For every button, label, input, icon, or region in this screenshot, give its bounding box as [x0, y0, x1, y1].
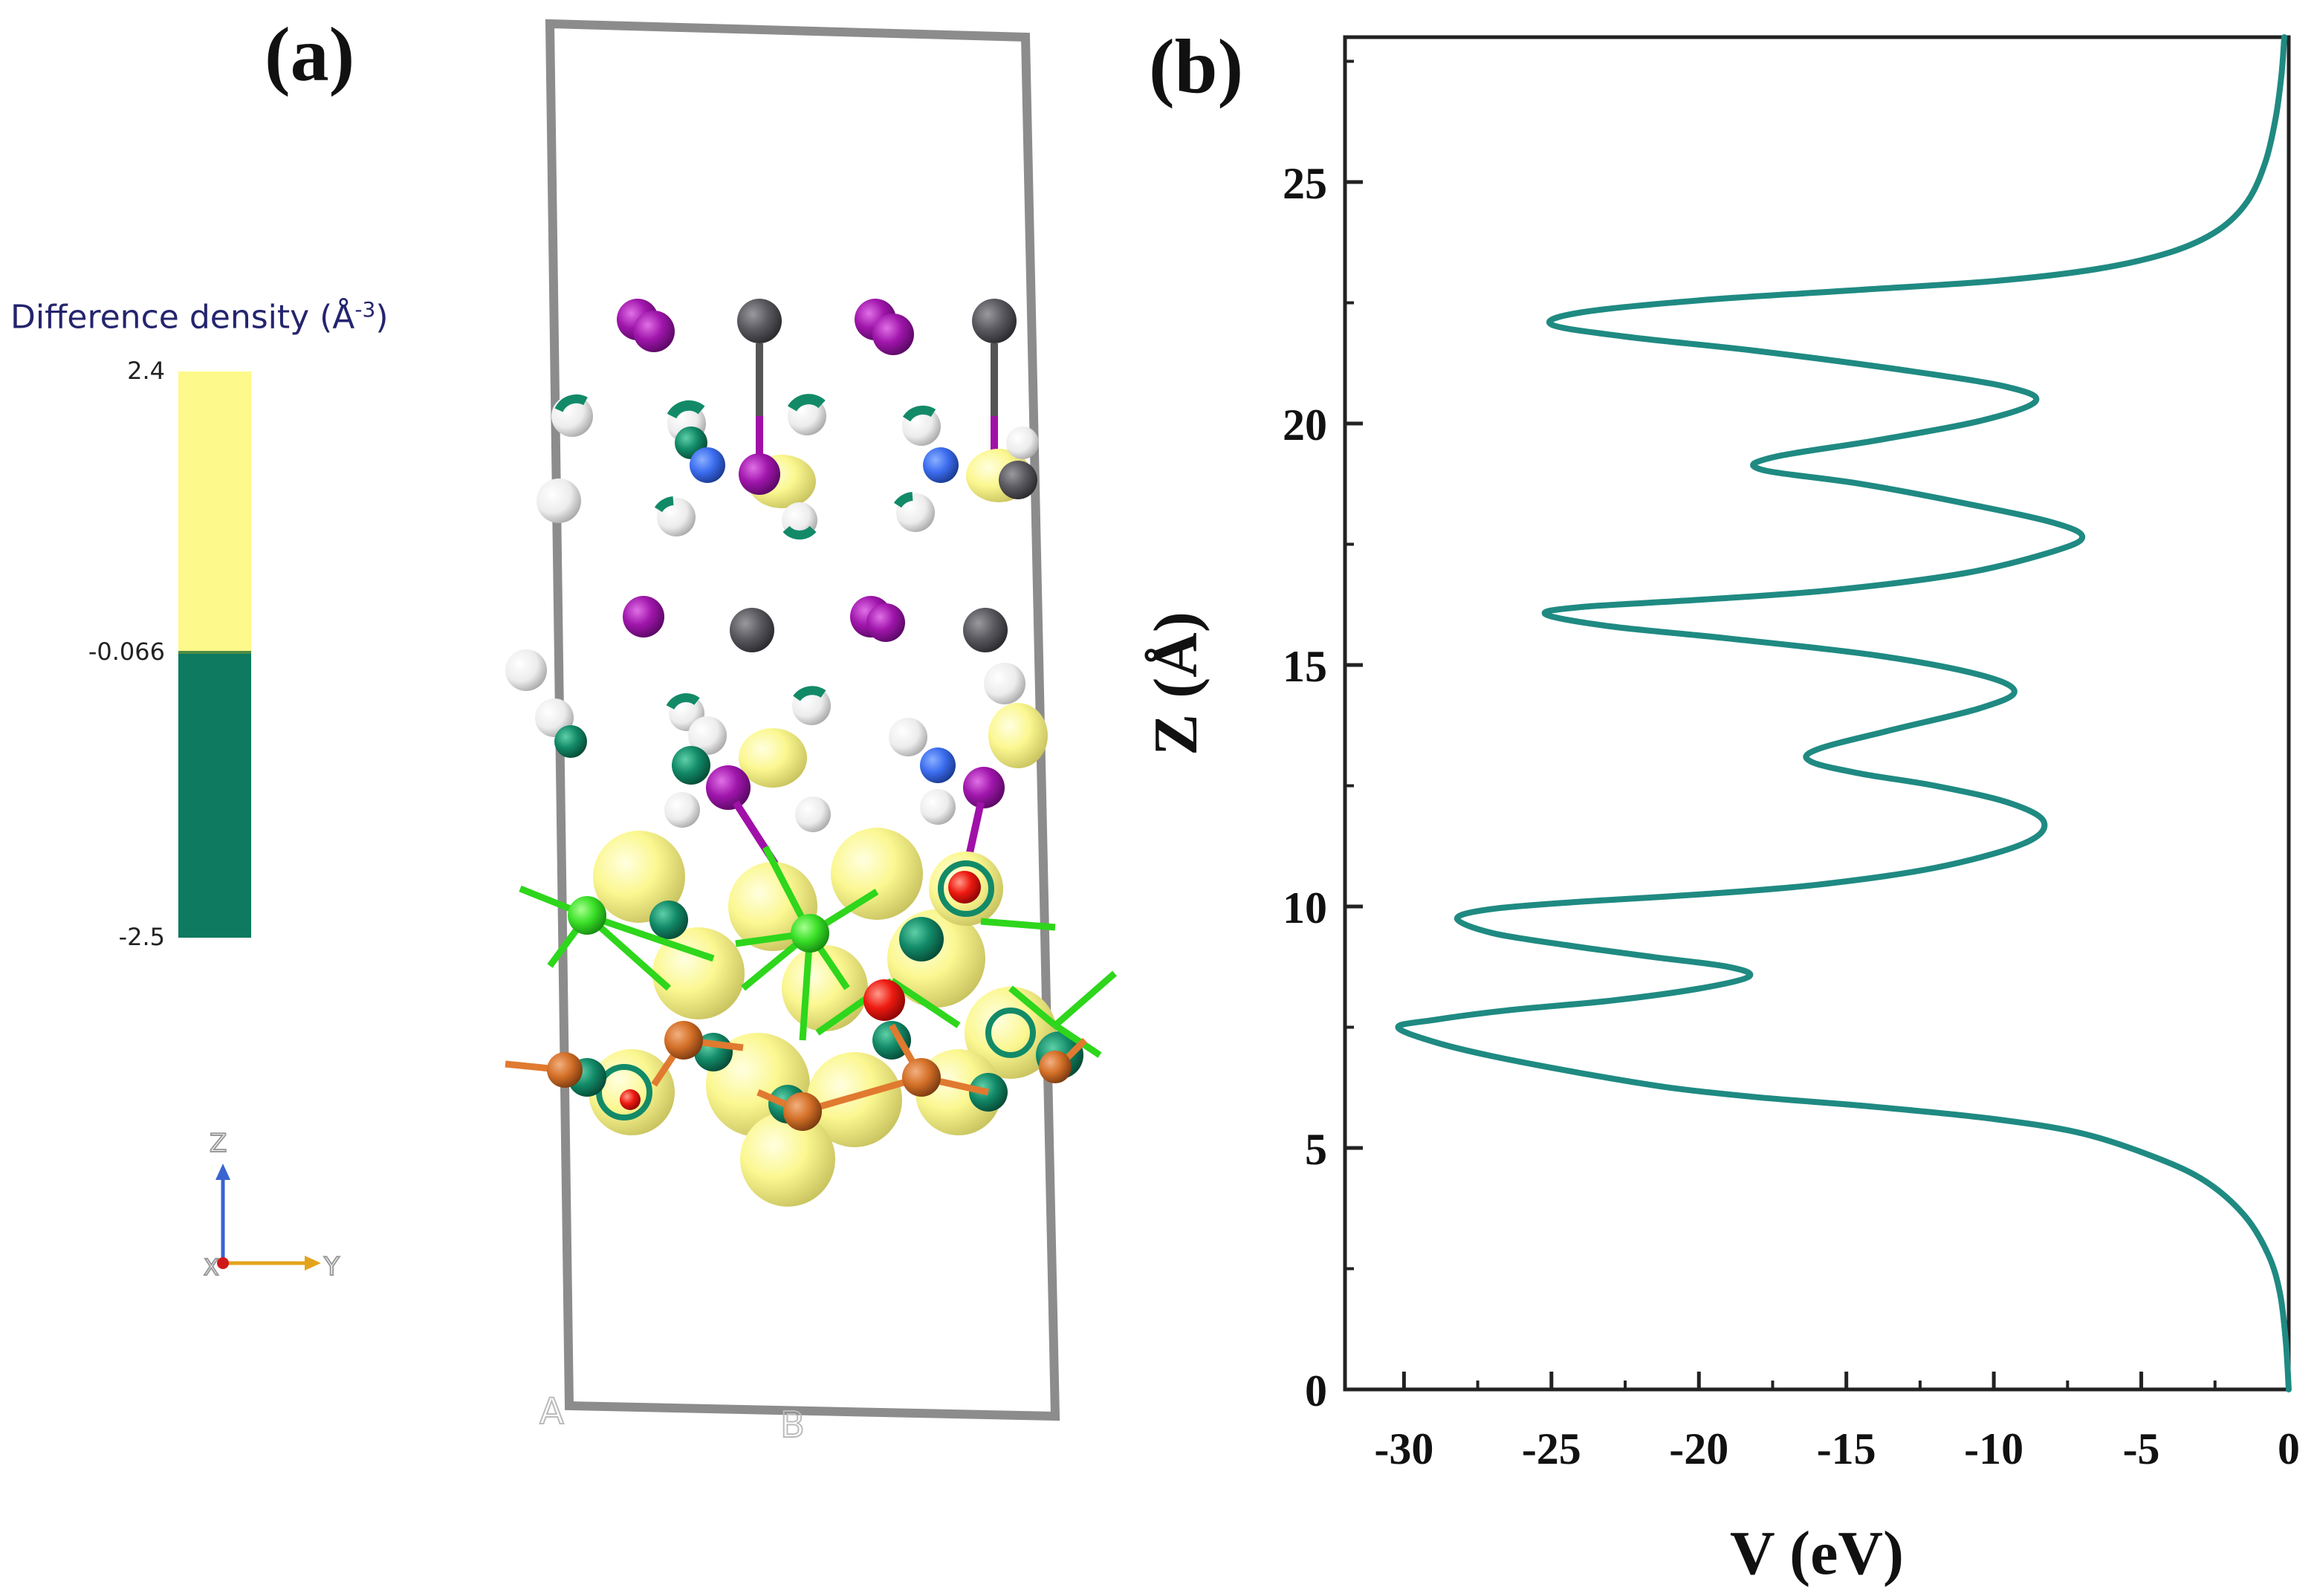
colorbar-tick-mid: -0.066	[88, 638, 165, 666]
colorbar-tick-max: 2.4	[127, 357, 165, 385]
x-tick-label: -25	[1522, 1424, 1581, 1473]
x-tick-label: 0	[2278, 1424, 2300, 1473]
x-tick-label: -30	[1374, 1424, 1433, 1473]
colorbar-separator	[178, 651, 251, 654]
colorbar-title-exponent: -3	[354, 297, 376, 322]
colorbar-title: Difference density (Å-3)	[10, 297, 389, 337]
y-tick-label: 25	[1283, 159, 1327, 208]
axis-y-label: Y	[323, 1252, 340, 1282]
series-line-potential	[1395, 34, 2292, 1392]
axis-z-label: Z	[210, 1129, 227, 1158]
substrate-slab	[505, 828, 1117, 1207]
colorbar-negative-segment	[178, 652, 251, 938]
lower-organic-groups	[505, 649, 1048, 909]
x-axis-label: V (eV)	[1730, 1519, 1904, 1588]
y-axis-label: Z (Å)	[1141, 612, 1211, 756]
upper-organic-groups	[537, 394, 1039, 540]
cell-corner-b-label: B	[780, 1404, 805, 1446]
y-tick-label: 0	[1305, 1366, 1327, 1415]
crystal-structure-view: A B Z X Y	[203, 19, 1117, 1447]
x-tick-label: -5	[2123, 1424, 2160, 1473]
y-tick-label: 15	[1283, 642, 1327, 691]
colorbar-title-text: Difference density (Å	[10, 298, 355, 337]
y-tick-label: 5	[1305, 1125, 1327, 1174]
cell-corner-a-label: A	[539, 1391, 564, 1433]
panel-a-label: (a)	[265, 12, 355, 97]
x-tick-label: -10	[1964, 1424, 2023, 1473]
upper-layer-atoms	[617, 299, 1017, 461]
colorbar-tick-min: -2.5	[118, 923, 165, 951]
y-tick-label: 20	[1283, 400, 1327, 450]
axis-gizmo: Z X Y	[203, 1128, 340, 1282]
plot-frame	[1343, 35, 2291, 1392]
x-tick-label: -15	[1817, 1424, 1876, 1473]
y-tick-label: 10	[1283, 883, 1327, 932]
colorbar-positive-segment	[178, 372, 251, 652]
axis-x-label: X	[204, 1255, 219, 1281]
panel-b-label: (b)	[1149, 24, 1244, 109]
middle-layer-atoms	[623, 596, 1008, 652]
colorbar-title-close: )	[375, 298, 389, 337]
x-tick-label: -20	[1669, 1424, 1728, 1473]
